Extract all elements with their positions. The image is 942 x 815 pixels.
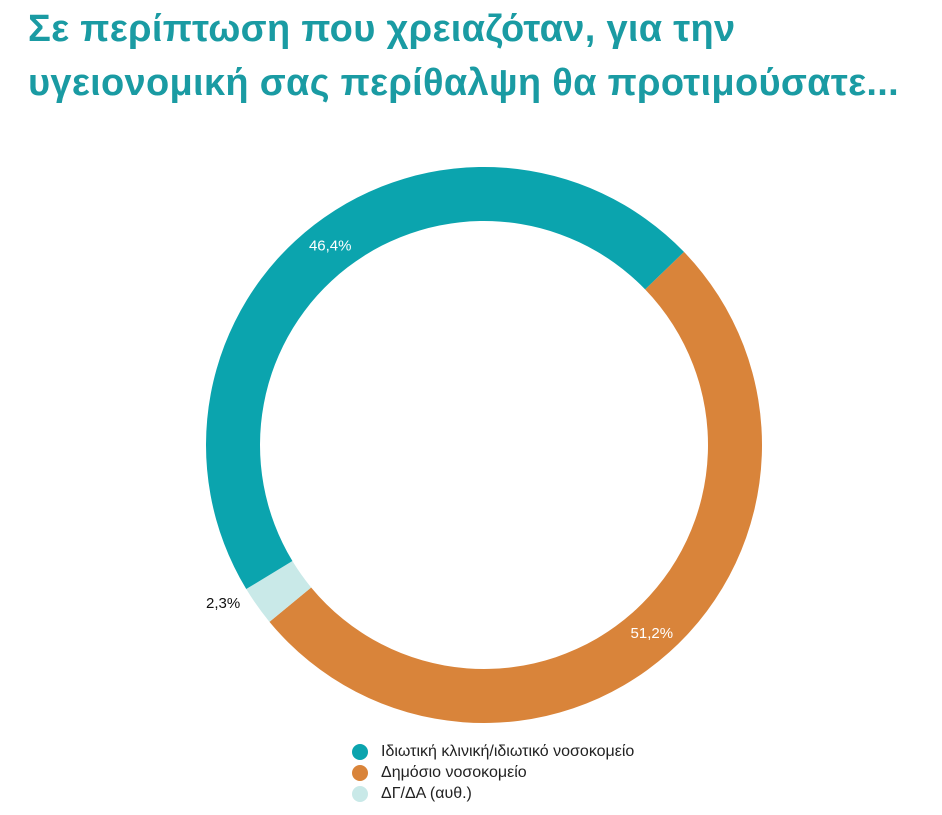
legend-label: Δημόσιο νοσοκομείο [381, 763, 527, 781]
data-label: 46,4% [309, 237, 352, 254]
legend-item: Δημόσιο νοσοκομείο [352, 762, 634, 783]
legend-swatch [352, 764, 368, 781]
data-label: 51,2% [631, 625, 674, 642]
legend-label: ΔΓ/ΔΑ (αυθ.) [381, 784, 472, 802]
donut-slice [269, 251, 763, 724]
legend-swatch [352, 743, 368, 760]
legend-label: Ιδιωτική κλινική/ιδιωτικό νοσοκομείο [381, 742, 635, 760]
chart-title: Σε περίπτωση που χρειαζόταν, για την υγε… [28, 8, 900, 104]
legend-item: ΔΓ/ΔΑ (αυθ.) [352, 783, 634, 804]
legend-item: Ιδιωτική κλινική/ιδιωτικό νοσοκομείο [352, 741, 634, 762]
donut-slice [246, 561, 312, 622]
legend-swatch [352, 785, 368, 802]
data-label: 2,3% [206, 595, 240, 612]
donut-slice [206, 167, 684, 590]
legend: Ιδιωτική κλινική/ιδιωτικό νοσοκομείο Δημ… [352, 741, 634, 804]
